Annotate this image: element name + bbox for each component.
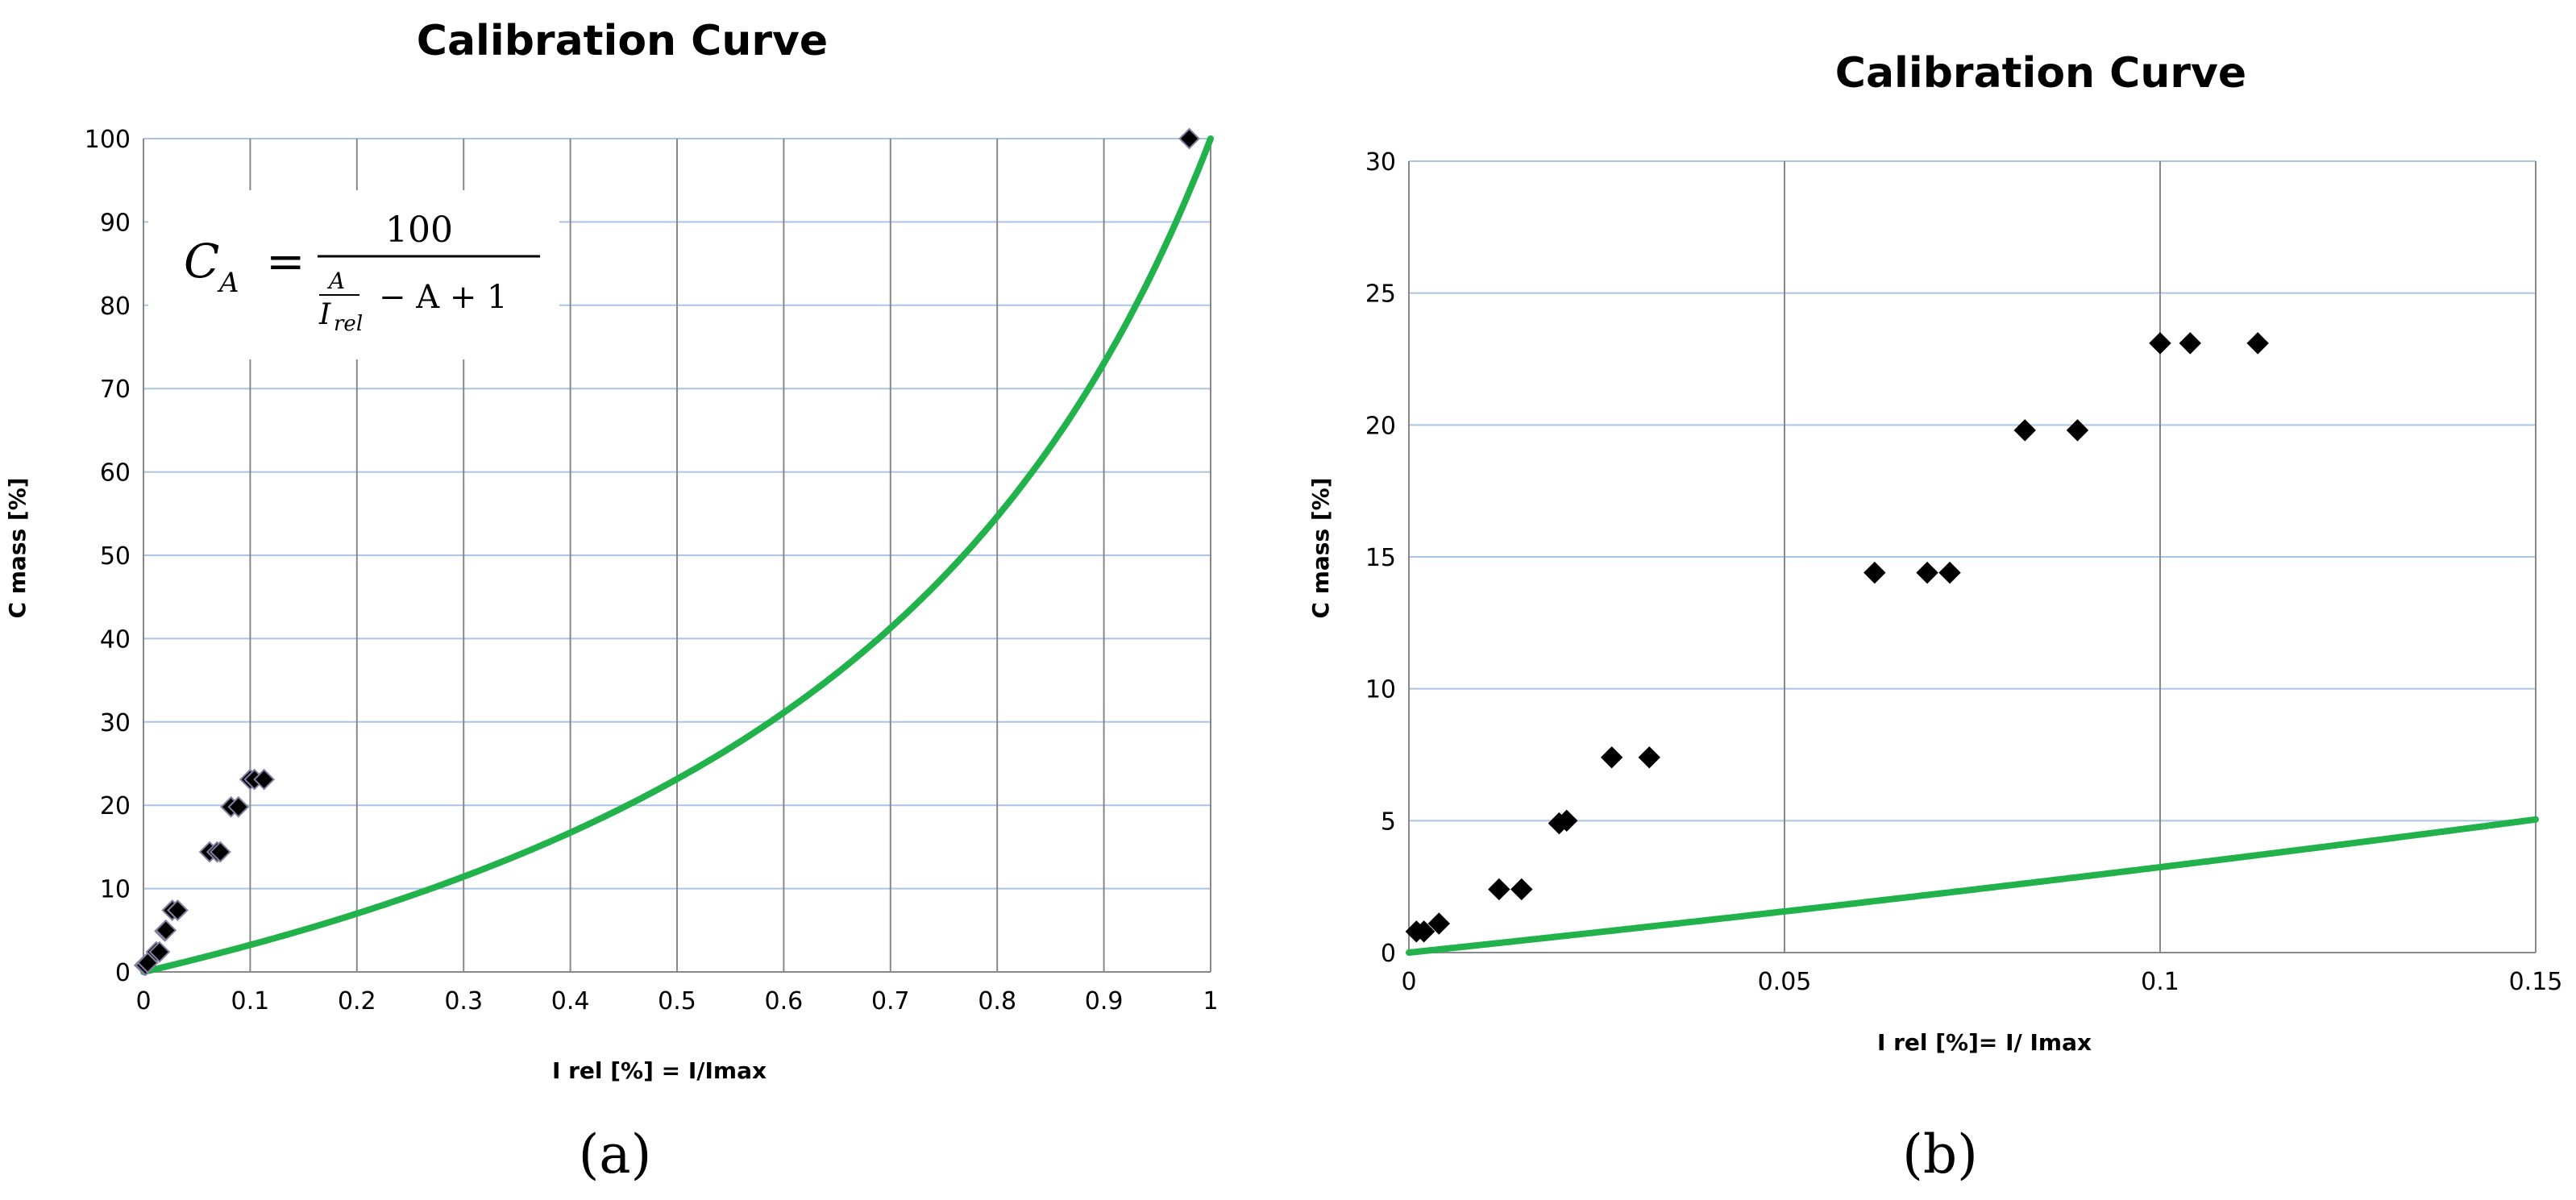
x-tick-label: 0.3 xyxy=(444,987,483,1015)
y-tick-label: 20 xyxy=(1365,412,1396,440)
equation-tail: − A + 1 xyxy=(379,279,508,316)
chart-a-x-ticks: 0 0.1 0.2 0.3 0.4 0.5 0.6 0.7 0.8 0.9 1 xyxy=(135,987,1218,1015)
x-tick-label: 0.7 xyxy=(871,987,910,1015)
data-point xyxy=(148,940,171,963)
chart-a-y-axis-label: C mass [%] xyxy=(4,477,31,618)
data-point xyxy=(2013,419,2036,442)
y-tick-label: 30 xyxy=(100,709,131,737)
data-point xyxy=(1488,878,1510,901)
equation: C A = 100 A I rel − A + 1 xyxy=(184,210,540,336)
y-tick-label: 80 xyxy=(100,293,131,321)
chart-b-x-axis-label: I rel [%]= I/ Imax xyxy=(1877,1029,2092,1056)
equation-numerator: 100 xyxy=(385,210,453,251)
y-tick-label: 90 xyxy=(100,209,131,237)
equation-inner-numerator: A xyxy=(326,268,345,294)
data-point xyxy=(1510,878,1533,901)
equation-box xyxy=(148,190,559,359)
x-tick-label: 0 xyxy=(1401,968,1416,996)
data-point xyxy=(1178,127,1200,150)
data-point xyxy=(1863,561,1886,584)
y-tick-label: 100 xyxy=(85,126,131,154)
y-tick-label: 5 xyxy=(1381,808,1396,836)
y-tick-label: 10 xyxy=(100,876,131,904)
chart-a-y-ticks: 0 10 20 30 40 50 60 70 80 90 100 xyxy=(85,126,131,987)
y-tick-label: 40 xyxy=(100,625,131,654)
x-tick-label: 0.5 xyxy=(658,987,696,1015)
x-tick-label: 1 xyxy=(1203,987,1218,1015)
x-tick-label: 0.8 xyxy=(978,987,1016,1015)
chart-b-y-ticks: 0 5 10 15 20 25 30 xyxy=(1365,148,1396,968)
data-point xyxy=(1556,809,1578,833)
data-point xyxy=(1916,561,1938,584)
x-tick-label: 0.15 xyxy=(2509,968,2563,996)
chart-b-fit-curve xyxy=(1406,816,2539,956)
chart-b-grid xyxy=(1408,160,2537,953)
chart-a-fit-curve xyxy=(140,135,1214,975)
data-point xyxy=(1412,920,1435,943)
panel-label-a: (a) xyxy=(579,1123,652,1185)
panel-label-b: (b) xyxy=(1902,1123,1978,1185)
data-point xyxy=(155,919,177,941)
x-tick-label: 0.6 xyxy=(765,987,804,1015)
y-tick-label: 15 xyxy=(1365,544,1396,572)
chart-b-title: Calibration Curve xyxy=(1835,49,2246,98)
chart-b-x-ticks: 0 0.05 0.1 0.15 xyxy=(1401,968,2562,996)
x-tick-label: 0.4 xyxy=(551,987,590,1015)
equation-lhs: C xyxy=(184,234,219,289)
x-tick-label: 0.1 xyxy=(231,987,270,1015)
chart-a-data-points xyxy=(133,127,1200,977)
y-tick-label: 30 xyxy=(1365,148,1396,176)
data-point xyxy=(2246,332,2269,355)
y-tick-label: 60 xyxy=(100,459,131,488)
data-point xyxy=(1427,912,1450,935)
data-point xyxy=(2066,419,2089,442)
y-tick-label: 50 xyxy=(100,542,131,571)
equation-inner-denominator-subscript: rel xyxy=(334,312,363,336)
y-tick-label: 70 xyxy=(100,376,131,404)
data-point xyxy=(1600,746,1623,769)
chart-a: Calibration Curve 0102030405060708090100… xyxy=(4,17,1219,1185)
chart-a-x-axis-label: I rel [%] = I/Imax xyxy=(552,1057,767,1084)
y-tick-label: 25 xyxy=(1365,280,1396,309)
chart-b-y-axis-label: C mass [%] xyxy=(1307,477,1334,618)
data-point xyxy=(253,768,276,791)
x-tick-label: 0 xyxy=(135,987,151,1015)
y-tick-label: 0 xyxy=(115,959,131,987)
y-tick-label: 0 xyxy=(1381,940,1396,968)
data-point xyxy=(1638,746,1660,769)
x-tick-label: 0.2 xyxy=(338,987,376,1015)
data-point xyxy=(209,841,231,863)
data-point xyxy=(166,899,189,921)
equation-equals: = xyxy=(266,234,305,289)
data-point xyxy=(227,795,250,818)
y-tick-label: 10 xyxy=(1365,676,1396,704)
x-tick-label: 0.05 xyxy=(1758,968,1812,996)
chart-a-grid xyxy=(143,138,1211,973)
data-point xyxy=(2179,332,2201,355)
x-tick-label: 0.9 xyxy=(1085,987,1124,1015)
chart-a-title: Calibration Curve xyxy=(417,17,828,65)
data-point xyxy=(1938,561,1961,584)
x-tick-label: 0.1 xyxy=(2141,968,2179,996)
equation-inner-denominator: I xyxy=(318,298,331,331)
data-point xyxy=(2149,332,2171,355)
y-tick-label: 20 xyxy=(100,792,131,820)
equation-lhs-subscript: A xyxy=(217,267,239,299)
chart-b-data-points xyxy=(1405,332,2269,943)
